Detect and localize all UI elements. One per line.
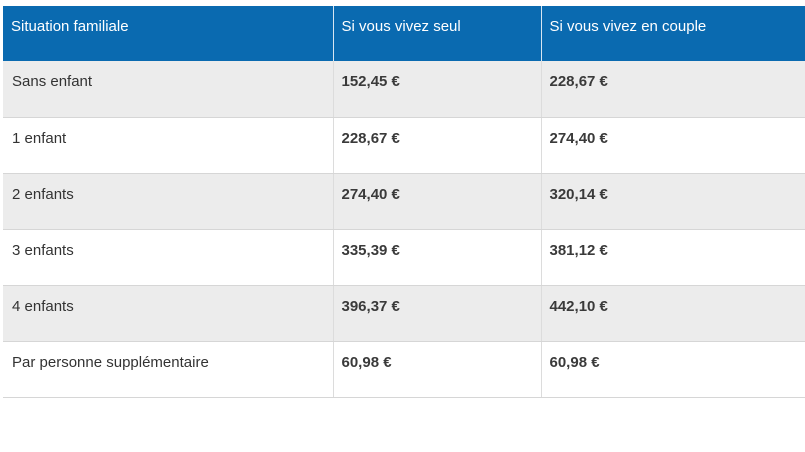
allowance-table: Situation familiale Si vous vivez seul S… — [3, 6, 805, 398]
row-label: 2 enfants — [3, 173, 334, 230]
amount-couple: 60,98 € — [541, 341, 805, 398]
row-label: Par personne supplémentaire — [3, 341, 334, 398]
amount-alone: 228,67 € — [333, 117, 542, 174]
table-header: Situation familiale Si vous vivez seul S… — [3, 6, 805, 61]
header-living-alone: Si vous vivez seul — [333, 6, 542, 61]
amount-alone: 60,98 € — [333, 341, 542, 398]
amount-couple: 274,40 € — [541, 117, 805, 174]
row-label: 1 enfant — [3, 117, 334, 174]
amount-alone: 396,37 € — [333, 285, 542, 342]
amount-couple: 442,10 € — [541, 285, 805, 342]
header-family-situation: Situation familiale — [3, 6, 334, 61]
table-row: 1 enfant 228,67 € 274,40 € — [3, 117, 805, 174]
amount-couple: 228,67 € — [541, 61, 805, 118]
table-row: Par personne supplémentaire 60,98 € 60,9… — [3, 341, 805, 398]
row-label: 4 enfants — [3, 285, 334, 342]
amount-alone: 274,40 € — [333, 173, 542, 230]
row-label: Sans enfant — [3, 61, 334, 118]
row-label: 3 enfants — [3, 229, 334, 286]
amount-couple: 320,14 € — [541, 173, 805, 230]
table-body: Sans enfant 152,45 € 228,67 € 1 enfant 2… — [3, 61, 805, 398]
amount-alone: 152,45 € — [333, 61, 542, 118]
amount-couple: 381,12 € — [541, 229, 805, 286]
table-row: 3 enfants 335,39 € 381,12 € — [3, 229, 805, 286]
amount-alone: 335,39 € — [333, 229, 542, 286]
table-row: 4 enfants 396,37 € 442,10 € — [3, 285, 805, 342]
table-row: 2 enfants 274,40 € 320,14 € — [3, 173, 805, 230]
header-row: Situation familiale Si vous vivez seul S… — [3, 6, 805, 61]
header-living-couple: Si vous vivez en couple — [541, 6, 805, 61]
table-row: Sans enfant 152,45 € 228,67 € — [3, 61, 805, 118]
